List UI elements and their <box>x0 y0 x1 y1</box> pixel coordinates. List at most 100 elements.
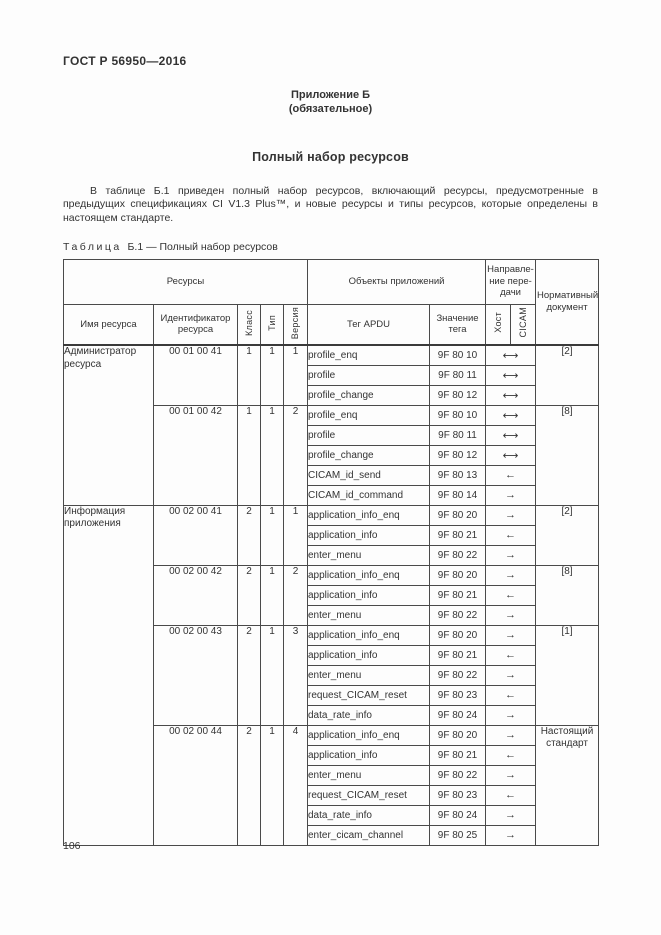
header-apdu-tag: Тег APDU <box>307 303 430 346</box>
direction-cell: ⟷ <box>485 404 537 426</box>
header-app-objects: Объекты приложений <box>306 258 487 305</box>
tag-value-cell: 9F 80 20 <box>428 624 487 646</box>
apdu-tag-cell: application_info_enq <box>307 724 430 746</box>
normative-doc-cell: [8] <box>535 404 600 506</box>
normative-doc-cell: [2] <box>535 344 600 406</box>
appendix-title: Приложение Б <box>290 89 371 101</box>
normative-doc-cell: [8] <box>535 564 600 626</box>
header-class-label: Класс <box>243 309 254 336</box>
table-header-row-columns: Имя ресурса Идентификатор ресурса Класс … <box>63 303 599 346</box>
direction-cell: → <box>485 824 537 846</box>
tag-value-cell: 9F 80 20 <box>428 564 487 586</box>
tag-value-cell: 9F 80 24 <box>428 704 487 726</box>
table-row: enter_menu 9F 80 22 → <box>64 664 599 686</box>
direction-cell: → <box>485 724 537 746</box>
apdu-tag-cell: profile_change <box>307 384 430 406</box>
section-title: Полный набор ресурсов <box>252 149 409 164</box>
type-cell: 1 <box>260 564 284 626</box>
direction-cell: → <box>485 544 537 566</box>
tag-value-cell: 9F 80 21 <box>428 744 487 766</box>
appendix-heading: Приложение Б (обязательное) <box>63 88 598 117</box>
tag-value-cell: 9F 80 21 <box>428 584 487 606</box>
table-row: profile 9F 80 11 ⟷ <box>64 364 599 386</box>
table-header-row-groups: Ресурсы Объекты приложений Направле- ние… <box>63 258 600 346</box>
table-row: enter_cicam_channel 9F 80 25 → <box>64 824 599 846</box>
tag-value-cell: 9F 80 12 <box>428 384 487 406</box>
version-cell: 2 <box>283 564 308 626</box>
table-row: profile_change 9F 80 12 ⟷ <box>64 444 599 466</box>
apdu-tag-cell: enter_menu <box>307 544 430 566</box>
tag-value-cell: 9F 80 12 <box>428 444 487 466</box>
apdu-tag-cell: enter_menu <box>307 664 430 686</box>
apdu-tag-cell: profile <box>307 364 430 386</box>
page-number: 106 <box>63 840 81 852</box>
intro-paragraph: В таблице Б.1 приведен полный набор ресу… <box>63 184 598 224</box>
table-row: profile_change 9F 80 12 ⟷ <box>64 384 599 406</box>
direction-cell: ← <box>485 784 537 806</box>
normative-doc-cell: [1] <box>535 624 600 726</box>
direction-cell: ← <box>485 684 537 706</box>
type-cell: 1 <box>260 724 284 846</box>
resource-name-cell: Информация приложения <box>63 504 154 846</box>
table-row: data_rate_info 9F 80 24 → <box>64 804 599 826</box>
apdu-tag-cell: application_info_enq <box>307 624 430 646</box>
direction-cell: ← <box>485 524 537 546</box>
header-type-label: Тип <box>266 314 277 331</box>
version-cell: 2 <box>283 404 308 506</box>
table-row: application_info 9F 80 21 ← <box>64 584 599 606</box>
table-row: Информация приложения 00 02 00 41 2 1 1 appli… <box>63 504 600 846</box>
header-resources: Ресурсы <box>63 258 308 305</box>
apdu-tag-cell: application_info <box>307 644 430 666</box>
apdu-tag-cell: enter_menu <box>307 604 430 626</box>
table-body: Администратор ресурса 00 01 00 41 1 1 1 profi… <box>63 344 600 846</box>
apdu-tag-cell: profile <box>307 424 430 446</box>
apdu-tag-cell: application_info_enq <box>307 504 430 526</box>
tag-value-cell: 9F 80 24 <box>428 804 487 826</box>
normative-doc-cell: Настоящий стандарт <box>535 724 600 846</box>
direction-cell: → <box>485 624 537 646</box>
apdu-tag-cell: profile_enq <box>307 344 430 366</box>
resource-id-cell: 00 02 00 42 <box>153 564 238 626</box>
header-direction: Направле- ние пере- дачи <box>485 258 537 305</box>
gost-standard-number: ГОСТ Р 56950—2016 <box>63 54 187 68</box>
table-row: enter_menu 9F 80 22 → <box>64 544 599 566</box>
normative-doc-cell: [2] <box>535 504 600 566</box>
table-row: application_info 9F 80 21 ← <box>64 744 599 766</box>
apdu-tag-cell: application_info <box>307 584 430 606</box>
table-row: 00 02 00 43 2 1 3 application_info_enq 9F 80 … <box>64 624 600 726</box>
apdu-tag-cell: CICAM_id_command <box>307 484 430 506</box>
direction-cell: → <box>485 804 537 826</box>
header-cicam-label: CICAM <box>517 307 528 338</box>
tag-value-cell: 9F 80 11 <box>428 364 487 386</box>
tag-value-cell: 9F 80 23 <box>428 784 487 806</box>
class-cell: 2 <box>237 724 261 846</box>
tag-value-cell: 9F 80 10 <box>428 404 487 426</box>
header-cicam: CICAM <box>510 303 537 346</box>
resource-id-cell: 00 01 00 41 <box>153 344 238 406</box>
table-caption-text: Б.1 — Полный набор ресурсов <box>127 240 278 253</box>
table-row: 00 02 00 42 2 1 2 application_info_enq 9F 80 … <box>64 564 600 626</box>
tag-value-cell: 9F 80 13 <box>428 464 487 486</box>
direction-cell: → <box>485 704 537 726</box>
direction-cell: → <box>485 564 537 586</box>
direction-cell: → <box>485 664 537 686</box>
tag-value-cell: 9F 80 10 <box>428 344 487 366</box>
apdu-tag-cell: data_rate_info <box>307 804 430 826</box>
type-cell: 1 <box>260 624 284 726</box>
apdu-tag-cell: enter_menu <box>307 764 430 786</box>
apdu-tag-cell: application_info_enq <box>307 564 430 586</box>
type-cell: 1 <box>260 504 284 566</box>
direction-cell: → <box>485 484 537 506</box>
table-header: Ресурсы Объекты приложений Направле- ние… <box>63 258 600 346</box>
direction-cell: ⟷ <box>485 444 537 466</box>
direction-cell: ⟷ <box>485 384 537 406</box>
table-row: application_info 9F 80 21 ← <box>64 644 599 666</box>
version-cell: 3 <box>283 624 308 726</box>
table-row: 00 02 00 44 2 1 4 application_info_enq 9F 80 … <box>64 724 600 846</box>
tag-value-cell: 9F 80 20 <box>428 504 487 526</box>
header-normative-doc: Нормативный документ <box>535 258 600 346</box>
table-caption: Таблица Б.1 — Полный набор ресурсов <box>63 241 598 253</box>
table-caption-label: Таблица <box>63 240 122 253</box>
header-type: Тип <box>260 303 284 346</box>
direction-cell: ← <box>485 744 537 766</box>
